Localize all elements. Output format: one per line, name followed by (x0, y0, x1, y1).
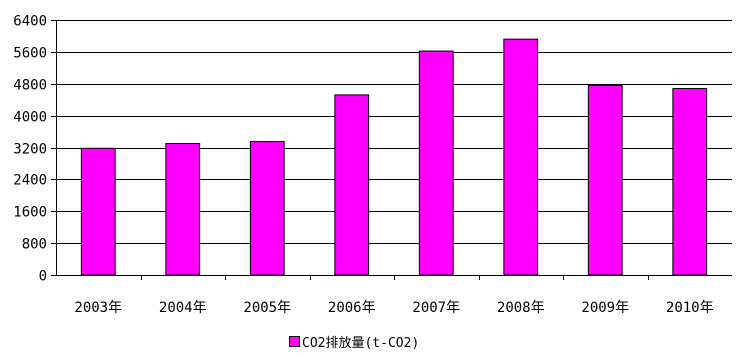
y-tick-label: 0 (39, 269, 47, 285)
bar (672, 88, 708, 276)
bars-layer (80, 38, 708, 276)
x-tick-label: 2006年 (328, 300, 376, 316)
bar (249, 141, 285, 276)
bar (80, 147, 116, 276)
x-tick-labels: 2003年 2004年 2005年 2006年 2007年 2008年 2009年 2010年 (74, 300, 713, 316)
y-tick-label: 4000 (13, 110, 47, 126)
y-tick-label: 2400 (13, 173, 47, 189)
x-tick-label: 2008年 (497, 300, 545, 316)
x-tick-label: 2009年 (581, 300, 629, 316)
y-tick-label: 3200 (13, 142, 47, 158)
bar (503, 38, 539, 276)
x-tick-label: 2007年 (412, 300, 460, 316)
y-tick-label: 5600 (13, 46, 47, 62)
bar (165, 143, 201, 276)
grid-layer (56, 20, 732, 244)
y-tick-label: 1600 (13, 205, 47, 221)
axes-layer (51, 20, 732, 280)
bar (334, 94, 370, 276)
y-tick-label: 4800 (13, 78, 47, 94)
x-tick-label: 2010年 (666, 300, 714, 316)
bar (418, 50, 454, 276)
x-tick-label: 2005年 (243, 300, 291, 316)
y-tick-label: 800 (22, 237, 47, 253)
legend-label: CO2排放量(t-CO2) (302, 335, 420, 351)
legend-swatch (289, 335, 300, 347)
y-tick-labels: 0 800 1600 2400 3200 4000 4800 5600 6400 (13, 14, 47, 285)
y-tick-label: 6400 (13, 14, 47, 30)
x-tick-label: 2004年 (159, 300, 207, 316)
x-tick-label: 2003年 (74, 300, 122, 316)
bar (587, 84, 623, 276)
legend: CO2排放量(t-CO2) (289, 333, 420, 351)
